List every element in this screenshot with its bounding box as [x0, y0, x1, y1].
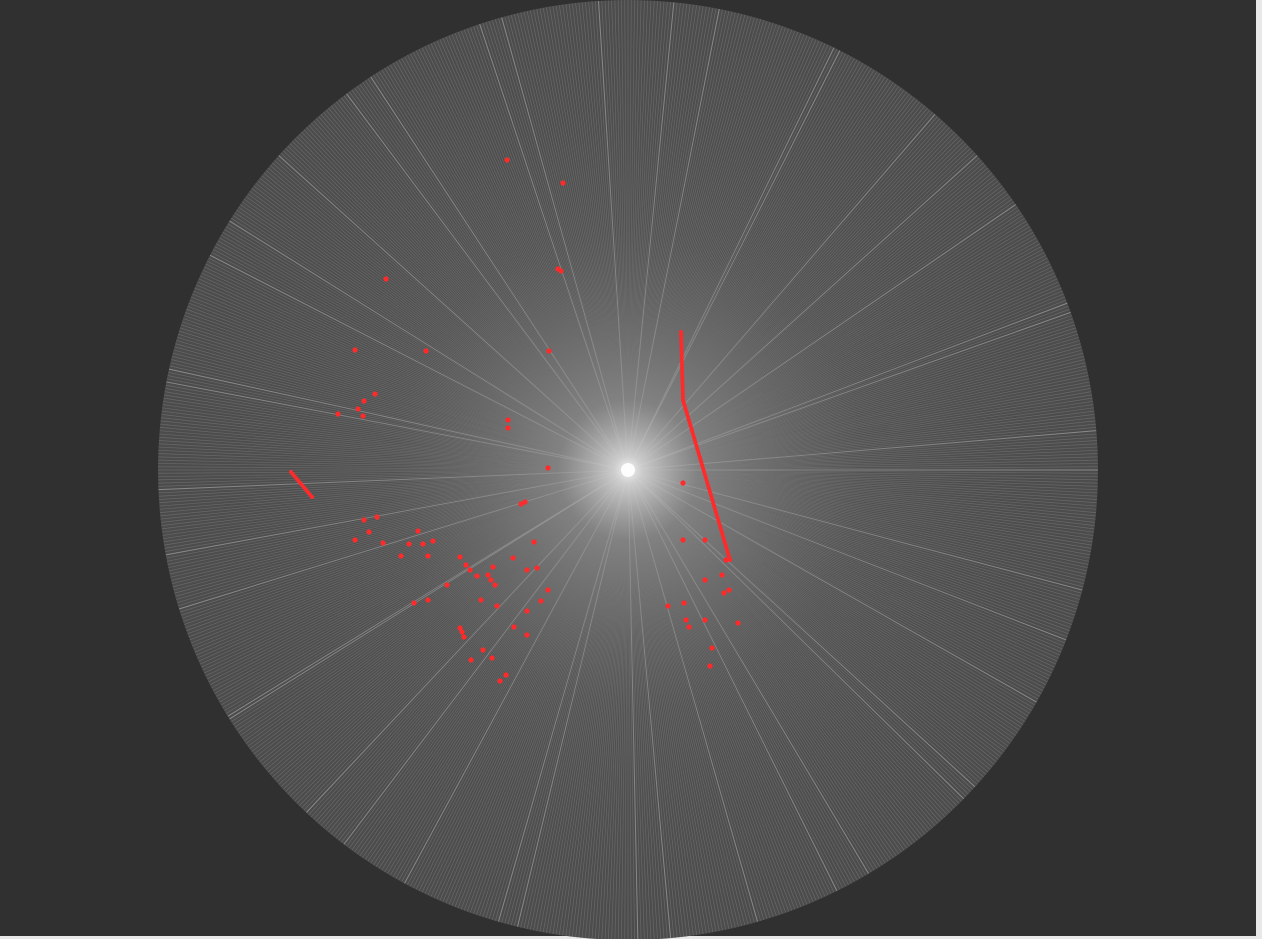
detection-point — [474, 573, 479, 578]
detection-point — [425, 597, 430, 602]
detection-point — [485, 572, 490, 577]
detection-point — [681, 600, 686, 605]
detection-point — [415, 528, 420, 533]
detection-point — [310, 495, 314, 499]
detection-point — [494, 603, 499, 608]
detection-point — [457, 554, 462, 559]
detection-point — [505, 417, 510, 422]
detection-point — [372, 391, 377, 396]
detection-point — [546, 348, 551, 353]
detection-point — [524, 567, 529, 572]
detection-point — [425, 553, 430, 558]
detection-point — [719, 572, 724, 577]
detection-point — [497, 678, 502, 683]
detection-point — [406, 541, 411, 546]
detection-point — [504, 157, 509, 162]
point-cloud-view — [0, 0, 1262, 939]
detection-point — [721, 590, 726, 595]
detection-point — [505, 425, 510, 430]
detection-point — [366, 529, 371, 534]
detection-point — [524, 608, 529, 613]
detection-point — [352, 537, 357, 542]
detection-point — [492, 582, 497, 587]
detection-point — [380, 540, 385, 545]
detection-point — [545, 465, 550, 470]
detection-point — [709, 645, 714, 650]
detection-point — [383, 276, 388, 281]
detection-point — [531, 539, 536, 544]
detection-point — [430, 538, 435, 543]
detection-point — [489, 655, 494, 660]
detection-point — [503, 672, 508, 677]
detection-point — [490, 564, 495, 569]
detection-point — [680, 537, 685, 542]
detection-point — [686, 624, 691, 629]
detection-point — [374, 514, 379, 519]
detection-point — [735, 620, 740, 625]
detection-point — [726, 587, 731, 592]
detection-point — [524, 632, 529, 637]
detection-point — [683, 617, 688, 622]
detection-point — [680, 480, 685, 485]
detection-point — [444, 582, 449, 587]
detection-point — [467, 567, 472, 572]
detection-point — [560, 180, 565, 185]
detection-point — [463, 562, 468, 567]
detection-point — [522, 499, 527, 504]
detection-point — [534, 565, 539, 570]
detection-point — [335, 411, 340, 416]
sensor-origin — [621, 463, 635, 477]
detection-point — [558, 268, 563, 273]
detection-point — [361, 398, 366, 403]
detection-point — [355, 406, 360, 411]
detection-point — [459, 629, 464, 634]
detection-point — [352, 347, 357, 352]
detection-point — [423, 348, 428, 353]
detection-point — [411, 600, 416, 605]
detection-point — [488, 577, 493, 582]
page: (() => { const data = JSON.parse(documen… — [0, 0, 1262, 939]
detection-point — [702, 537, 707, 542]
detection-point — [361, 517, 366, 522]
detection-point — [478, 597, 483, 602]
detection-point — [480, 647, 485, 652]
detection-point — [707, 663, 712, 668]
detection-point — [360, 413, 365, 418]
detection-point — [728, 558, 732, 562]
detection-point — [468, 657, 473, 662]
detection-point — [510, 555, 515, 560]
detection-point — [420, 541, 425, 546]
detection-point — [665, 603, 670, 608]
detection-point — [545, 587, 550, 592]
detection-point — [461, 634, 466, 639]
detection-point — [538, 598, 543, 603]
detection-point — [398, 553, 403, 558]
detection-point — [702, 617, 707, 622]
detection-point — [702, 577, 707, 582]
detection-point — [511, 624, 516, 629]
